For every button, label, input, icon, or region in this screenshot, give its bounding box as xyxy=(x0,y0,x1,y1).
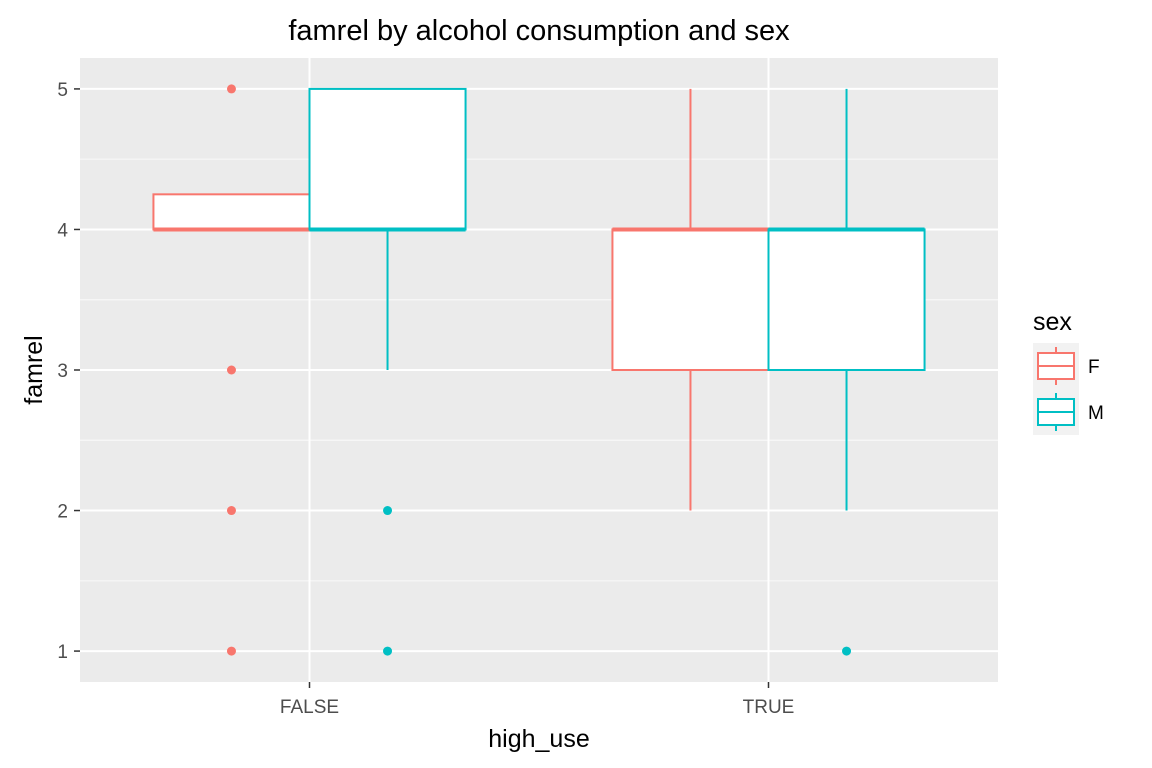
box-F-TRUE xyxy=(611,88,770,511)
outlier-point xyxy=(383,646,393,656)
y-tick-label: 3 xyxy=(57,361,68,382)
outlier-point xyxy=(226,84,236,94)
y-tick-label: 1 xyxy=(57,642,68,663)
legend-label-M: M xyxy=(1088,403,1104,424)
box-iqr xyxy=(152,193,311,231)
outlier-point xyxy=(226,646,236,656)
x-tick-label: TRUE xyxy=(743,697,795,718)
legend: sex F M xyxy=(1033,308,1104,435)
y-tick-label: 4 xyxy=(57,220,68,241)
legend-title: sex xyxy=(1033,308,1072,336)
y-tick-label: 5 xyxy=(57,80,68,101)
x-tick-label: FALSE xyxy=(280,697,339,718)
box-iqr xyxy=(611,228,770,371)
box-M-FALSE xyxy=(308,87,467,656)
y-axis-ticks: 1 2 3 4 5 xyxy=(57,80,80,663)
legend-key-M xyxy=(1033,389,1079,435)
outlier-point xyxy=(226,365,236,375)
legend-label-F: F xyxy=(1088,357,1100,378)
outlier-point xyxy=(226,506,236,516)
y-tick-label: 2 xyxy=(57,502,68,523)
boxplot-layer xyxy=(152,84,926,656)
box-iqr xyxy=(767,228,926,371)
chart-title: famrel by alcohol consumption and sex xyxy=(288,15,790,47)
legend-key-F xyxy=(1033,343,1079,389)
y-axis-title: famrel xyxy=(20,335,48,404)
outlier-point xyxy=(842,646,852,656)
x-axis-title: high_use xyxy=(488,725,589,753)
box-M-TRUE xyxy=(767,88,926,656)
outlier-point xyxy=(383,506,393,516)
box-iqr xyxy=(308,87,467,231)
x-axis-ticks: FALSE TRUE xyxy=(280,682,794,718)
